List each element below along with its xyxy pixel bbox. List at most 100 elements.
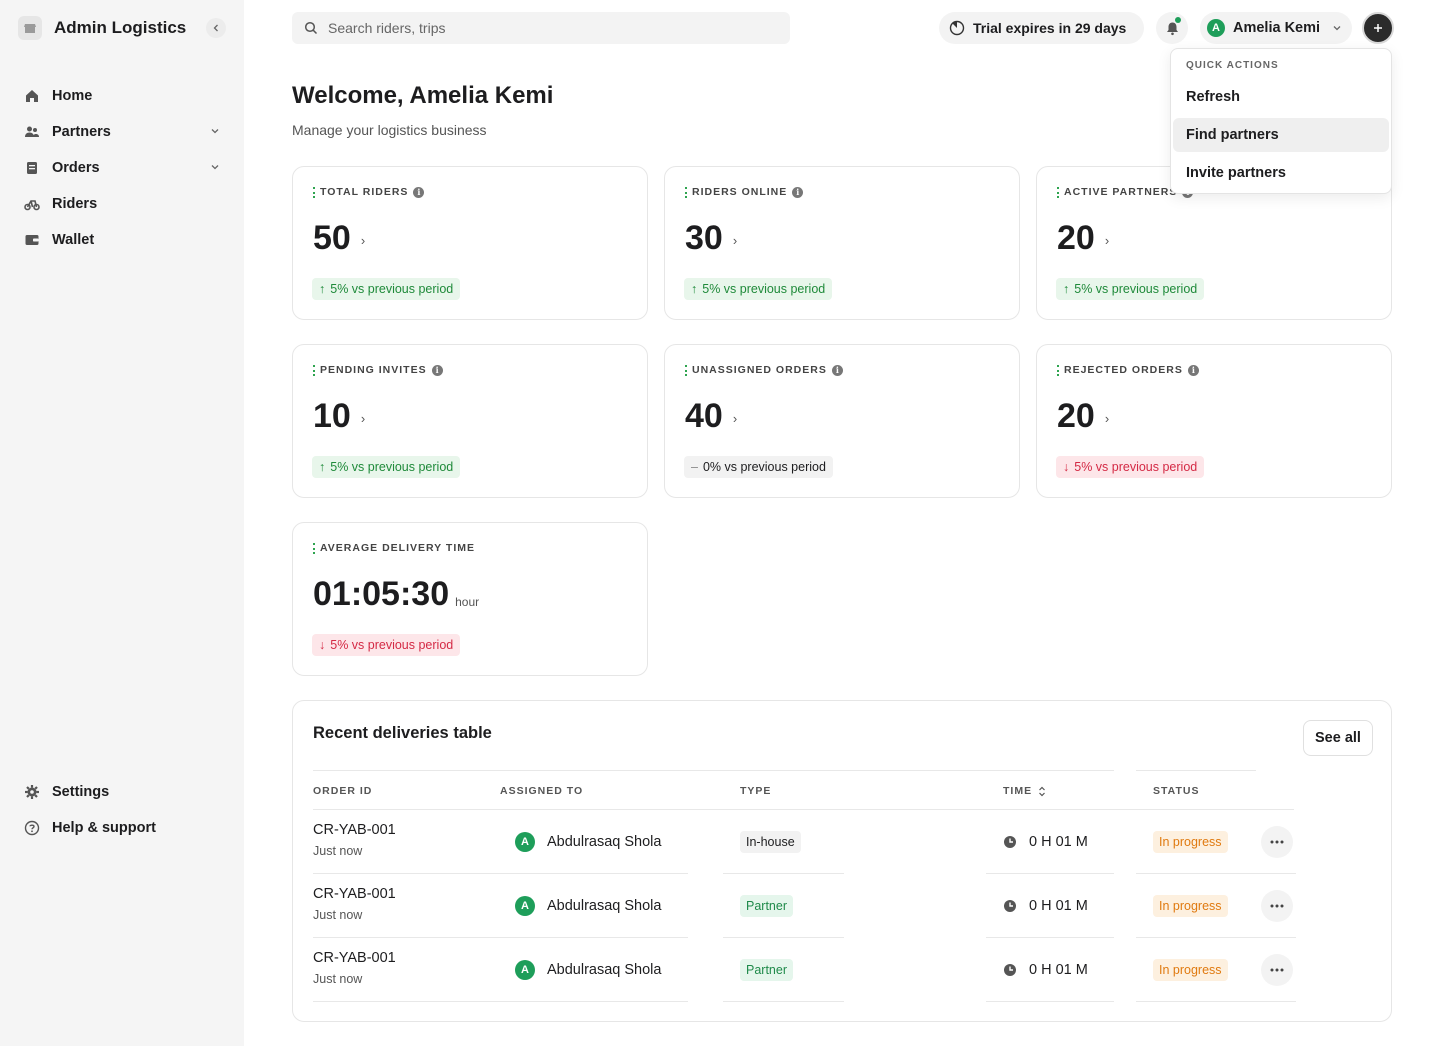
stat-card-pending-invites: PENDING INVITES i 10 › ↑ 5% vs previous per… bbox=[292, 344, 648, 498]
divider bbox=[313, 809, 1294, 810]
trend-badge: ↑ 5% vs previous period bbox=[312, 278, 461, 300]
stat-value: 30 bbox=[685, 219, 723, 257]
info-icon[interactable]: i bbox=[431, 364, 443, 376]
row-actions-button[interactable] bbox=[1261, 954, 1293, 986]
sidebar-item-home[interactable]: Home bbox=[14, 78, 230, 114]
order-time: Just now bbox=[313, 908, 363, 922]
trend-badge: ↓ 5% vs previous period bbox=[1056, 456, 1205, 478]
stat-value-link[interactable]: 10 › bbox=[313, 397, 365, 436]
page-title: Welcome, Amelia Kemi bbox=[292, 82, 554, 109]
notifications-button[interactable] bbox=[1156, 12, 1188, 44]
wallet-icon bbox=[25, 235, 39, 245]
sidebar-item-settings[interactable]: Settings bbox=[14, 774, 230, 810]
assignee-name: Abdulrasaq Shola bbox=[547, 834, 662, 850]
column-header-type: TYPE bbox=[740, 785, 772, 797]
sidebar-item-label: Partners bbox=[52, 124, 111, 140]
plus-icon bbox=[1374, 24, 1382, 32]
status-badge: In progress bbox=[1153, 831, 1228, 853]
sidebar-item-label: Home bbox=[52, 88, 93, 104]
column-header-order-id: ORDER ID bbox=[313, 785, 373, 797]
recent-deliveries-card: Recent deliveries table See all ORDER ID… bbox=[292, 700, 1392, 1022]
sidebar: Admin Logistics Home Partners Orders Rid… bbox=[0, 0, 244, 1046]
stat-unit: hour bbox=[455, 594, 480, 609]
order-id: CR-YAB-001 bbox=[313, 950, 396, 966]
sidebar-item-orders[interactable]: Orders bbox=[14, 150, 230, 186]
divider bbox=[986, 937, 1114, 938]
menu-item-refresh[interactable]: Refresh bbox=[1186, 89, 1240, 105]
stat-value-link[interactable]: 40 › bbox=[685, 397, 737, 436]
info-icon[interactable]: i bbox=[1187, 364, 1199, 376]
sidebar-bottom-nav: Settings Help & support bbox=[14, 774, 230, 846]
clock-icon bbox=[1004, 900, 1016, 912]
bike-icon bbox=[24, 200, 40, 211]
stat-value-link[interactable]: 20 › bbox=[1057, 219, 1109, 258]
more-icon bbox=[1270, 840, 1284, 844]
chevron-right-icon: › bbox=[1104, 233, 1110, 248]
sidebar-item-partners[interactable]: Partners bbox=[14, 114, 230, 150]
stat-card-average-delivery-time: AVERAGE DELIVERY TIME 01:05:30 hour ↓ 5% v… bbox=[292, 522, 648, 676]
stat-value-link[interactable]: 20 › bbox=[1057, 397, 1109, 436]
divider bbox=[723, 873, 844, 874]
trend-badge: –0% vs previous period bbox=[684, 456, 833, 478]
type-badge: In-house bbox=[740, 831, 801, 853]
assignee-cell: A Abdulrasaq Shola bbox=[515, 896, 661, 916]
chevron-down-icon[interactable] bbox=[210, 162, 220, 172]
sidebar-item-wallet[interactable]: Wallet bbox=[14, 222, 230, 258]
page-subtitle: Manage your logistics business bbox=[292, 122, 487, 138]
type-badge: Partner bbox=[740, 895, 793, 917]
sidebar-item-help[interactable]: Help & support bbox=[14, 810, 230, 846]
collapse-sidebar-button[interactable] bbox=[206, 18, 226, 38]
trial-badge[interactable]: Trial expires in 29 days bbox=[939, 12, 1144, 44]
trend-badge: ↑ 5% vs previous period bbox=[684, 278, 833, 300]
orders-icon bbox=[27, 162, 37, 174]
stat-value-group: 01:05:30 hour bbox=[313, 575, 479, 614]
divider bbox=[723, 937, 844, 938]
info-icon[interactable]: i bbox=[413, 186, 425, 198]
partners-icon bbox=[25, 126, 39, 137]
menu-item-invite-partners[interactable]: Invite partners bbox=[1186, 165, 1286, 181]
column-header-time[interactable]: TIME bbox=[1003, 785, 1046, 797]
duration: 0 H 01 M bbox=[1029, 834, 1088, 850]
arrow-up-icon: ↑ bbox=[319, 460, 326, 474]
sort-icon[interactable] bbox=[1038, 786, 1046, 797]
sidebar-item-riders[interactable]: Riders bbox=[14, 186, 230, 222]
sidebar-item-label: Orders bbox=[52, 160, 100, 176]
stat-card-rejected-orders: REJECTED ORDERS i 20 › ↓ 5% vs previous per… bbox=[1036, 344, 1392, 498]
assignee-cell: A Abdulrasaq Shola bbox=[515, 832, 661, 852]
bell-icon bbox=[1166, 22, 1178, 35]
search-bar bbox=[292, 12, 790, 44]
quick-actions-button[interactable] bbox=[1362, 12, 1394, 44]
assignee-name: Abdulrasaq Shola bbox=[547, 898, 662, 914]
status-cell: In progress bbox=[1153, 895, 1228, 917]
avatar: A bbox=[1207, 19, 1225, 37]
search-input[interactable] bbox=[328, 20, 768, 36]
divider bbox=[1136, 770, 1256, 771]
avatar: A bbox=[515, 960, 535, 980]
menu-item-find-partners[interactable]: Find partners bbox=[1173, 118, 1389, 152]
info-icon[interactable]: i bbox=[831, 364, 843, 376]
quick-actions-menu: QUICK ACTIONS Refresh Find partners Invi… bbox=[1170, 48, 1392, 194]
order-id: CR-YAB-001 bbox=[313, 822, 396, 838]
user-menu[interactable]: A Amelia Kemi bbox=[1200, 12, 1352, 44]
chevron-down-icon[interactable] bbox=[210, 126, 220, 136]
stat-value-link[interactable]: 50 › bbox=[313, 219, 365, 258]
divider bbox=[986, 873, 1114, 874]
info-icon[interactable]: i bbox=[792, 186, 804, 198]
stat-value-link[interactable]: 30 › bbox=[685, 219, 737, 258]
stat-value: 01:05:30 bbox=[313, 575, 450, 613]
user-name: Amelia Kemi bbox=[1233, 20, 1321, 36]
stat-label: REJECTED ORDERS i bbox=[1057, 364, 1199, 376]
see-all-button[interactable]: See all bbox=[1303, 720, 1373, 756]
order-id-cell: CR-YAB-001 Just now bbox=[313, 950, 396, 986]
table-title: Recent deliveries table bbox=[313, 724, 492, 742]
stat-card-unassigned-orders: UNASSIGNED ORDERS i 40 › –0% vs previous p… bbox=[664, 344, 1020, 498]
divider bbox=[986, 1001, 1114, 1002]
order-time: Just now bbox=[313, 844, 363, 858]
arrow-up-icon: ↑ bbox=[319, 282, 326, 296]
chevron-right-icon: › bbox=[360, 411, 366, 426]
row-actions-button[interactable] bbox=[1261, 890, 1293, 922]
row-actions-button[interactable] bbox=[1261, 826, 1293, 858]
trial-text: Trial expires in 29 days bbox=[973, 20, 1127, 36]
more-icon bbox=[1270, 968, 1284, 972]
chevron-right-icon: › bbox=[1104, 411, 1110, 426]
